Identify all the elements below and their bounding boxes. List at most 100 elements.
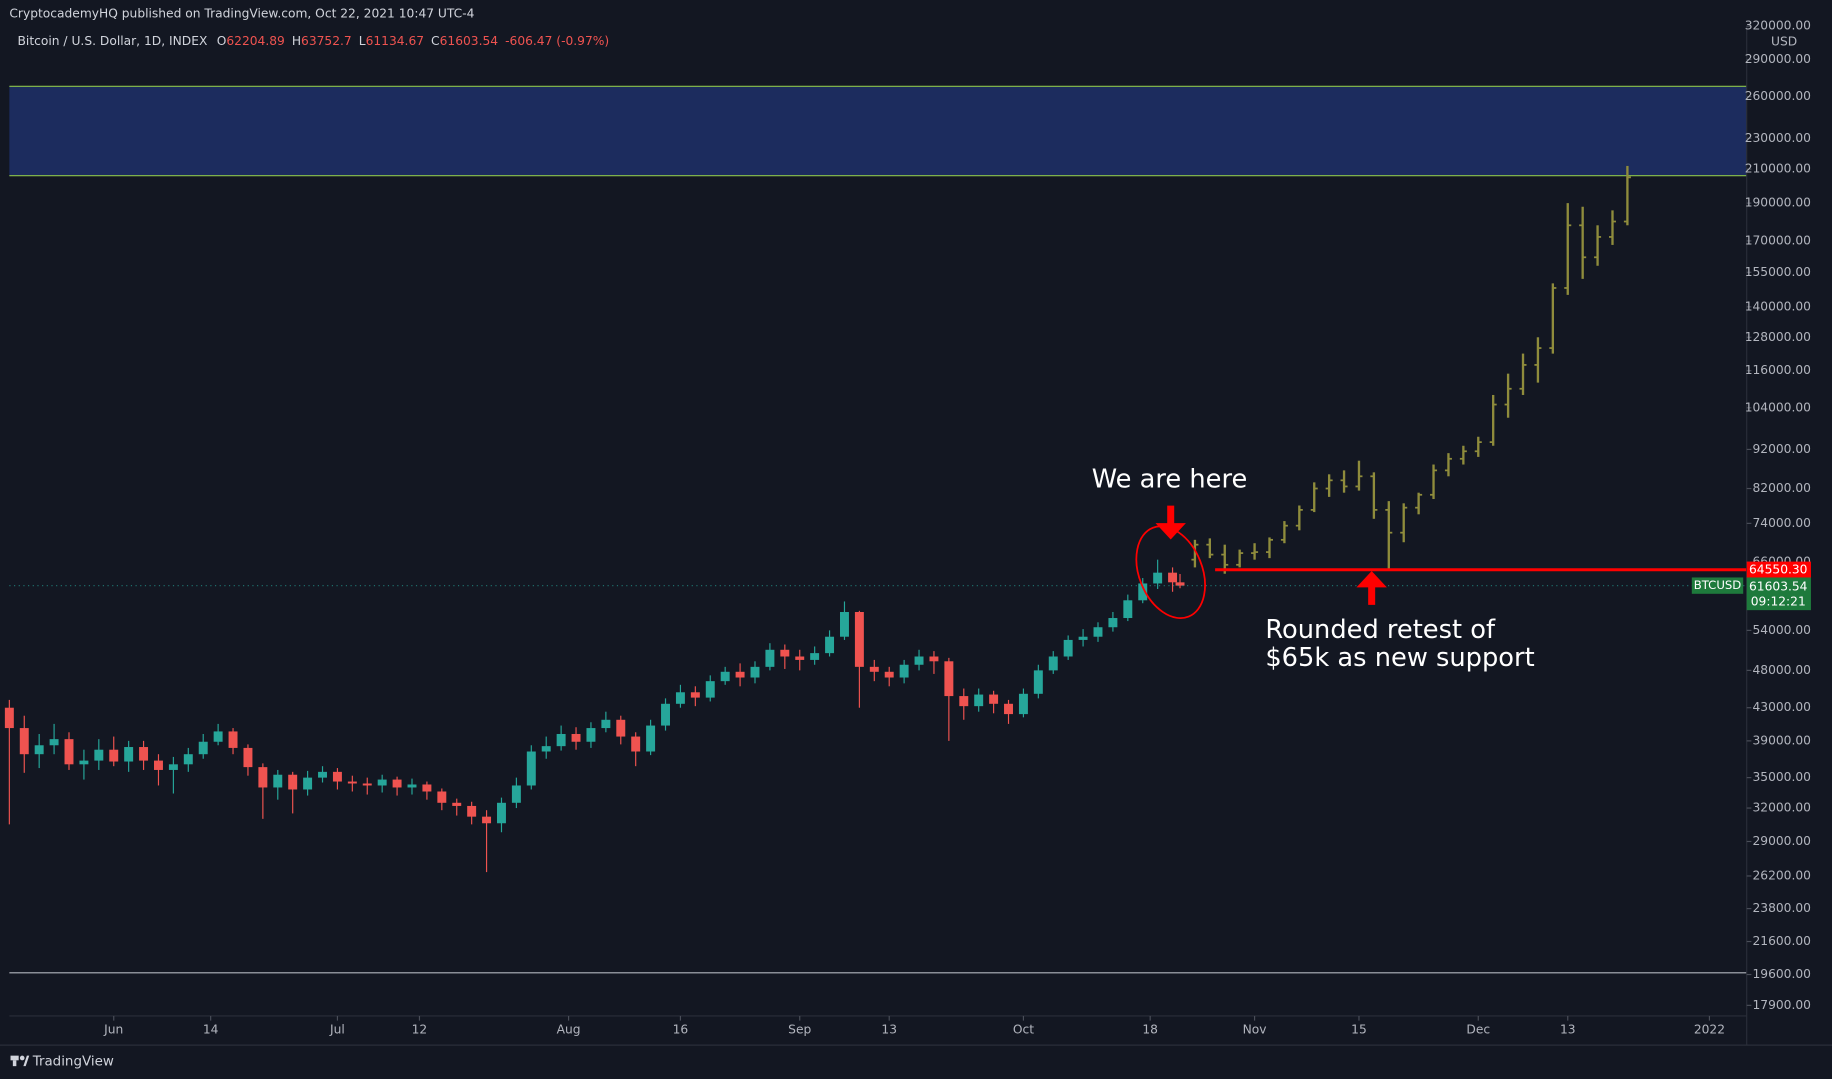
candle-body bbox=[437, 791, 447, 803]
x-tick-label: 2022 bbox=[1694, 1022, 1725, 1036]
legend-part: -606.47 (-0.97%) bbox=[505, 33, 609, 47]
candle-body bbox=[64, 739, 74, 765]
candle-body bbox=[556, 733, 566, 747]
candle-body bbox=[79, 760, 89, 765]
candle-body bbox=[1078, 636, 1088, 640]
y-tick-label: 21600.00 bbox=[1753, 934, 1811, 948]
x-tick-label: 18 bbox=[1142, 1022, 1158, 1036]
x-tick-label: Aug bbox=[557, 1022, 581, 1036]
y-tick-label: 104000.00 bbox=[1745, 400, 1811, 414]
y-tick-label: 17900.00 bbox=[1753, 998, 1811, 1012]
candle-body bbox=[616, 719, 626, 737]
y-tick-label: 23800.00 bbox=[1753, 901, 1811, 915]
candle-body bbox=[497, 802, 506, 824]
legend-part: O bbox=[217, 33, 227, 47]
legend-part: H bbox=[292, 33, 301, 47]
legend-part: 61134.67 bbox=[366, 33, 424, 47]
candle-body bbox=[228, 731, 238, 748]
candle-body bbox=[377, 779, 387, 786]
target-zone bbox=[9, 86, 1747, 176]
x-tick-label: Nov bbox=[1243, 1022, 1267, 1036]
ticker-box bbox=[1691, 577, 1744, 594]
candle-body bbox=[49, 739, 59, 746]
candle-body bbox=[1138, 583, 1148, 601]
highlight-ellipse bbox=[1135, 525, 1206, 620]
candle-body bbox=[318, 771, 327, 778]
y-tick-label: 230000.00 bbox=[1745, 131, 1811, 145]
x-tick-label: 15 bbox=[1351, 1022, 1367, 1036]
candle-body bbox=[914, 656, 924, 665]
candle-body bbox=[1093, 627, 1103, 637]
candle-body bbox=[571, 733, 581, 742]
candle-body bbox=[541, 746, 551, 752]
candle-body bbox=[959, 696, 969, 707]
candle-body bbox=[467, 805, 477, 817]
footer-brand: TradingView bbox=[32, 1054, 114, 1069]
y-tick-label: 170000.00 bbox=[1745, 233, 1811, 247]
last-price-label: 61603.54 bbox=[1749, 579, 1808, 593]
tradingview-logo bbox=[10, 1055, 30, 1067]
candle-body bbox=[213, 731, 223, 742]
candle-body bbox=[1004, 703, 1013, 715]
candle-body bbox=[154, 760, 163, 770]
countdown-label: 09:12:21 bbox=[1751, 594, 1806, 608]
candle-body bbox=[989, 694, 999, 704]
candle-body bbox=[332, 771, 342, 782]
x-tick-label: 13 bbox=[881, 1022, 897, 1036]
candle-body bbox=[795, 656, 805, 660]
candle-body bbox=[273, 774, 283, 788]
y-tick-label: 92000.00 bbox=[1753, 442, 1811, 456]
legend-part: 63752.7 bbox=[301, 33, 352, 47]
candle-body bbox=[765, 649, 775, 667]
x-tick-label: Jun bbox=[103, 1022, 123, 1036]
candle-body bbox=[899, 664, 909, 678]
candle-body bbox=[631, 736, 641, 752]
candle-body bbox=[4, 707, 14, 729]
x-tick-label: Oct bbox=[1013, 1022, 1034, 1036]
candle-body bbox=[1168, 572, 1178, 583]
candle-body bbox=[168, 764, 178, 770]
ohlc-legend: Bitcoin / U.S. Dollar, 1D, INDEX O62204.8… bbox=[18, 33, 610, 47]
y-tick-label: 140000.00 bbox=[1745, 299, 1811, 313]
y-tick-label: 32000.00 bbox=[1753, 801, 1811, 815]
candle-body bbox=[780, 649, 790, 657]
candle-body bbox=[586, 728, 596, 742]
x-tick-label: 14 bbox=[203, 1022, 219, 1036]
candle-body bbox=[109, 749, 119, 762]
candle-body bbox=[198, 741, 208, 755]
candle-body bbox=[735, 671, 745, 678]
legend-part: 62204.89 bbox=[226, 33, 284, 47]
candle-body bbox=[1123, 600, 1133, 619]
candle-body bbox=[288, 774, 298, 790]
y-tick-label: 210000.00 bbox=[1745, 162, 1811, 176]
candle-body bbox=[690, 692, 700, 698]
y-tick-label: 29000.00 bbox=[1753, 834, 1811, 848]
legend-part: Bitcoin / U.S. Dollar, 1D, INDEX bbox=[18, 33, 208, 47]
y-tick-label: 260000.00 bbox=[1745, 89, 1811, 103]
x-tick-label: 16 bbox=[673, 1022, 689, 1036]
publisher-header: CryptocademyHQ published on TradingView.… bbox=[9, 7, 474, 21]
candle-body bbox=[661, 703, 670, 726]
legend-part: L bbox=[359, 33, 366, 47]
y-tick-label: 155000.00 bbox=[1745, 265, 1811, 279]
candle-body bbox=[258, 767, 268, 788]
y-tick-label: 26200.00 bbox=[1753, 868, 1811, 882]
candle-body bbox=[1175, 582, 1185, 586]
x-tick-label: Sep bbox=[788, 1022, 811, 1036]
candle-body bbox=[19, 728, 29, 755]
annotation: We are here bbox=[1092, 464, 1248, 494]
y-tick-label: 19600.00 bbox=[1753, 967, 1811, 981]
candle-body bbox=[974, 694, 984, 707]
plot-area bbox=[4, 85, 1747, 974]
y-tick-label: 320000.00 bbox=[1745, 19, 1811, 33]
candle-body bbox=[601, 719, 611, 729]
candle-body bbox=[839, 612, 849, 637]
candle-body bbox=[705, 681, 715, 698]
candle-body bbox=[944, 661, 954, 697]
legend-part: C bbox=[431, 33, 440, 47]
candle-body bbox=[1063, 639, 1073, 657]
y-tick-label: 290000.00 bbox=[1745, 52, 1811, 66]
candle-body bbox=[94, 749, 104, 761]
